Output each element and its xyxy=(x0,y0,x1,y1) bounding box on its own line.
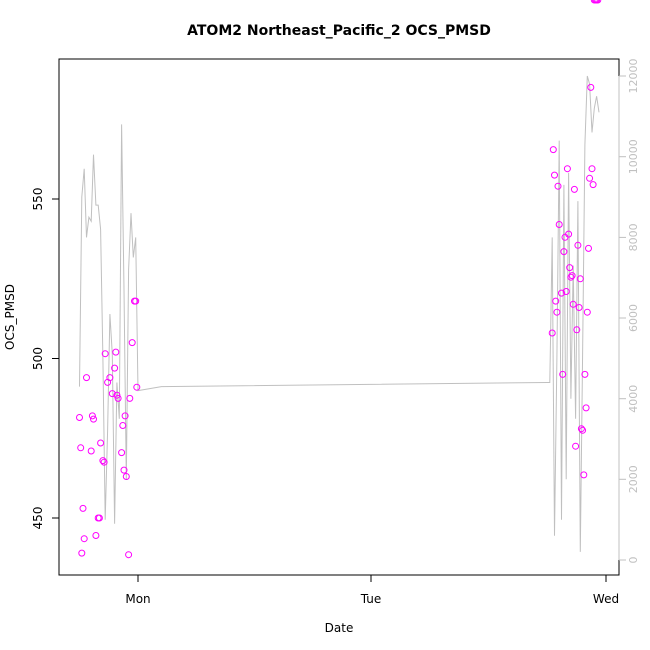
y-right-tick-label: 8000 xyxy=(627,223,640,251)
data-point xyxy=(566,264,574,272)
data-point xyxy=(568,272,576,280)
data-point xyxy=(585,244,592,252)
data-point xyxy=(83,374,90,382)
data-point xyxy=(120,466,128,474)
data-point xyxy=(563,165,571,173)
data-point xyxy=(558,289,565,297)
data-point xyxy=(575,304,583,311)
y-right-tick-label: 2000 xyxy=(627,465,640,493)
data-point xyxy=(100,458,108,466)
y-right-tick-label: 0 xyxy=(627,557,640,564)
data-point xyxy=(573,326,581,334)
data-point xyxy=(551,171,558,179)
data-point xyxy=(555,221,563,228)
data-point xyxy=(114,394,122,402)
data-point xyxy=(549,146,557,154)
y-left-tick-label-500: 500 xyxy=(31,347,45,370)
data-point xyxy=(580,471,588,479)
data-point xyxy=(90,415,97,423)
data-point xyxy=(97,439,105,447)
data-point xyxy=(92,532,100,539)
y-right-tick-label: 4000 xyxy=(627,385,640,413)
y-right-tick-label: 12000 xyxy=(627,59,640,94)
data-point xyxy=(126,394,134,402)
y-axis-title: OCS_PMSD xyxy=(3,284,17,350)
data-point xyxy=(562,288,570,295)
data-point xyxy=(586,174,594,182)
data-point xyxy=(113,391,121,399)
y-axis-right: 0 2000 4000 6000 8000 10000 12000 xyxy=(618,59,640,564)
x-axis-title: Date xyxy=(325,621,354,635)
data-point xyxy=(133,383,141,391)
plot-frame xyxy=(58,58,620,576)
data-point xyxy=(552,297,560,305)
data-point xyxy=(119,422,127,429)
data-point xyxy=(577,425,585,433)
data-point xyxy=(87,447,95,455)
data-point xyxy=(583,308,591,316)
data-point xyxy=(79,504,87,512)
points-series xyxy=(76,0,602,559)
data-point xyxy=(565,230,573,238)
data-point xyxy=(112,348,120,356)
data-point xyxy=(587,83,595,91)
data-point xyxy=(80,535,88,543)
data-point xyxy=(121,412,129,420)
x-axis: Mon Tue Wed xyxy=(125,574,619,606)
data-point xyxy=(582,404,590,412)
data-point xyxy=(128,339,136,347)
x-tick-label-wed: Wed xyxy=(593,592,619,606)
data-point xyxy=(122,473,130,480)
y-left-tick-label-450: 450 xyxy=(31,507,45,530)
data-point xyxy=(560,248,568,256)
data-point xyxy=(579,426,587,434)
data-point xyxy=(561,233,569,241)
data-point xyxy=(576,275,584,283)
data-point xyxy=(554,182,562,190)
data-point xyxy=(108,390,116,398)
line-series xyxy=(79,75,600,552)
data-point xyxy=(581,370,589,378)
data-point xyxy=(559,370,567,378)
data-point xyxy=(589,181,597,189)
data-point xyxy=(588,165,596,173)
series-line xyxy=(79,75,600,552)
data-point xyxy=(567,273,575,281)
data-point xyxy=(111,364,119,372)
data-point xyxy=(569,300,577,308)
data-point xyxy=(95,514,103,522)
chart-title: ATOM2 Northeast_Pacific_2 OCS_PMSD xyxy=(187,23,491,39)
data-point xyxy=(99,457,107,465)
y-axis-left: 450 500 550 xyxy=(31,188,60,530)
data-point xyxy=(572,442,580,450)
data-point xyxy=(77,444,85,452)
data-point xyxy=(125,551,133,559)
data-point xyxy=(594,0,602,4)
data-point xyxy=(118,449,126,457)
data-point xyxy=(88,412,96,420)
y-left-tick-label-550: 550 xyxy=(31,188,45,211)
data-point xyxy=(132,297,140,305)
data-point xyxy=(78,549,86,557)
data-point xyxy=(570,185,578,193)
x-tick-label-mon: Mon xyxy=(125,592,150,606)
data-point xyxy=(76,414,83,421)
y-right-tick-label: 6000 xyxy=(627,304,640,332)
y-right-tick-label: 10000 xyxy=(627,139,640,174)
data-point xyxy=(548,329,556,337)
data-point xyxy=(101,350,109,358)
data-point xyxy=(574,241,582,249)
data-point xyxy=(106,374,114,382)
data-point xyxy=(553,308,561,316)
x-tick-label-tue: Tue xyxy=(360,592,382,606)
